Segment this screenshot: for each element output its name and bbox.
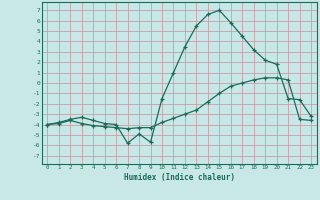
X-axis label: Humidex (Indice chaleur): Humidex (Indice chaleur) bbox=[124, 173, 235, 182]
